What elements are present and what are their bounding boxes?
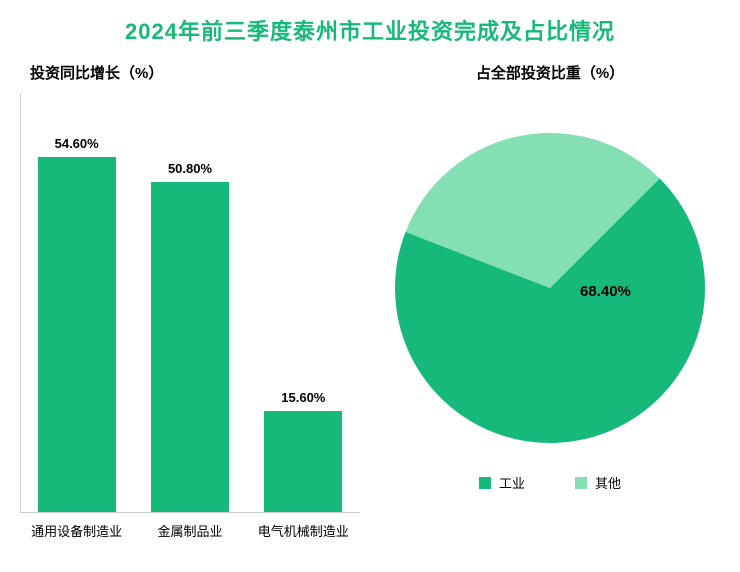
content-area: 投资同比增长（%） 54.60% 50.80% 15.60% 通用设备制造业金属制品… (0, 46, 740, 566)
legend-swatch (479, 477, 491, 489)
pie-chart-subtitle: 占全部投资比重（%） (370, 56, 730, 93)
x-axis-label: 电气机械制造业 (253, 521, 353, 540)
bar (151, 182, 229, 512)
bar (264, 411, 342, 512)
legend-swatch (575, 477, 587, 489)
bar-group: 15.60% (253, 390, 353, 512)
bar-chart: 54.60% 50.80% 15.60% (20, 93, 360, 513)
bar-value-label: 50.80% (168, 161, 212, 176)
legend: 工业 其他 (370, 473, 730, 492)
main-title: 2024年前三季度泰州市工业投资完成及占比情况 (0, 0, 740, 46)
pie-chart: 68.40% (395, 133, 705, 443)
x-axis-label: 通用设备制造业 (27, 521, 127, 540)
pie-slice-label: 68.40% (580, 283, 631, 300)
bar-group: 50.80% (140, 161, 240, 512)
legend-label: 其他 (595, 473, 621, 492)
legend-item: 其他 (575, 473, 621, 492)
bar-value-label: 54.60% (55, 136, 99, 151)
pie-svg (395, 133, 705, 443)
bar-chart-subtitle: 投资同比增长（%） (10, 56, 370, 93)
x-axis-label: 金属制品业 (140, 521, 240, 540)
bar-group: 54.60% (27, 136, 127, 512)
legend-label: 工业 (499, 473, 525, 492)
x-axis-labels: 通用设备制造业金属制品业电气机械制造业 (20, 513, 360, 540)
bar (38, 157, 116, 512)
legend-item: 工业 (479, 473, 525, 492)
pie-chart-panel: 占全部投资比重（%） 68.40% 工业 其他 (370, 56, 730, 566)
bar-value-label: 15.60% (281, 390, 325, 405)
bars-container: 54.60% 50.80% 15.60% (20, 93, 360, 512)
bar-chart-panel: 投资同比增长（%） 54.60% 50.80% 15.60% 通用设备制造业金属制品… (10, 56, 370, 566)
